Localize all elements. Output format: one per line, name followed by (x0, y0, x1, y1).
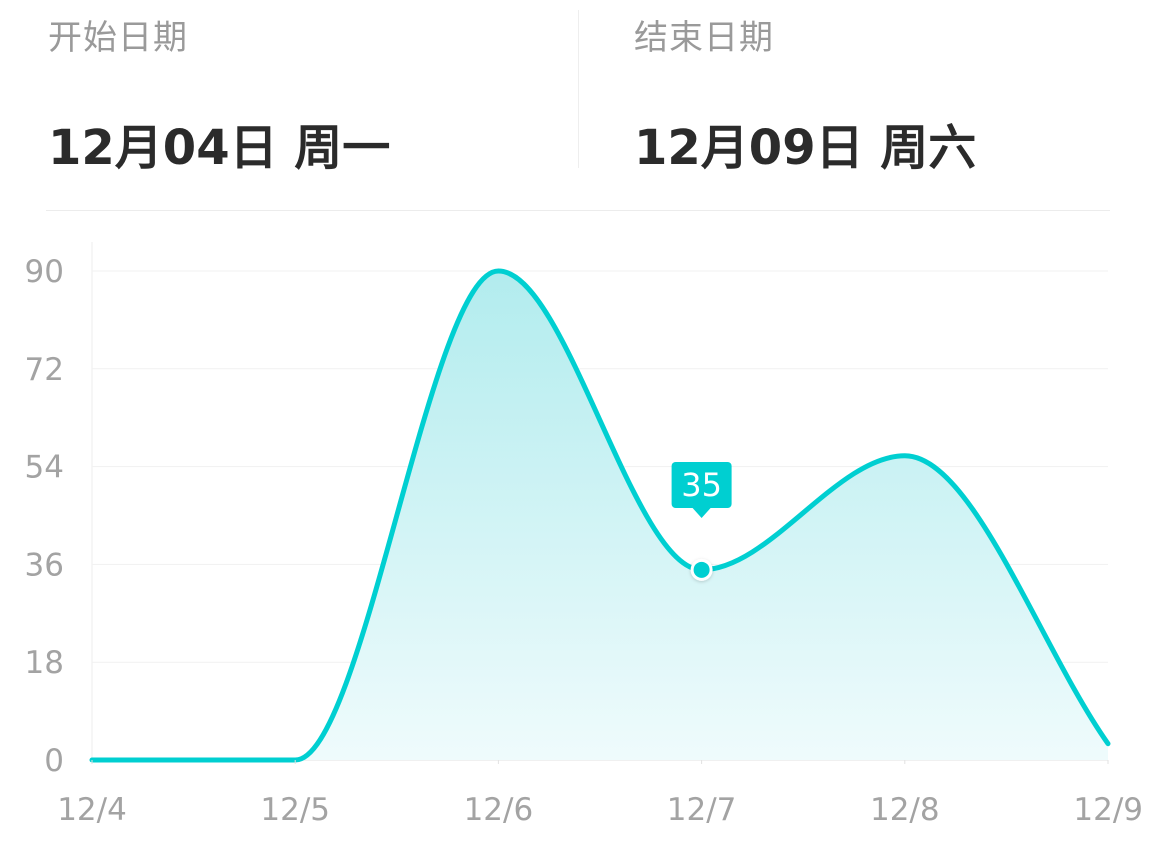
x-tick-label: 12/6 (464, 792, 534, 828)
area-layer (89, 268, 1111, 763)
tooltip-pointer (692, 508, 711, 518)
x-tick-label: 12/9 (1073, 792, 1143, 828)
end-date-panel[interactable]: 结束日期 12月09日 周六 (634, 0, 1114, 176)
y-axis: 0 18 36 54 72 90 (25, 254, 64, 779)
date-divider (578, 10, 579, 168)
start-date-label: 开始日期 (48, 18, 188, 58)
tooltip-value: 35 (681, 466, 722, 504)
y-tick-label: 0 (44, 743, 64, 779)
y-tick-label: 54 (25, 450, 64, 486)
x-axis: 12/4 12/5 12/6 12/7 12/8 12/9 (57, 760, 1143, 828)
y-tick-label: 36 (25, 547, 64, 583)
tooltip-layer: 35 (671, 462, 732, 581)
y-tick-label: 18 (25, 645, 64, 681)
end-date-label: 结束日期 (634, 18, 774, 58)
tooltip-dot[interactable] (693, 561, 710, 578)
end-date-value: 12月09日 周六 (634, 120, 977, 176)
series-line[interactable] (89, 268, 1111, 763)
x-tick-label: 12/8 (870, 792, 940, 828)
start-date-panel[interactable]: 开始日期 12月04日 周一 (48, 0, 568, 176)
area-fill (92, 271, 1108, 760)
x-tick-label: 12/4 (57, 792, 127, 828)
x-tick-label: 12/7 (667, 792, 737, 828)
y-tick-label: 90 (25, 254, 64, 290)
y-tick-label: 72 (25, 352, 64, 388)
start-date-value: 12月04日 周一 (48, 120, 391, 176)
header-divider (46, 210, 1110, 211)
tooltip-bubble (671, 462, 732, 508)
x-tick-label: 12/5 (260, 792, 330, 828)
